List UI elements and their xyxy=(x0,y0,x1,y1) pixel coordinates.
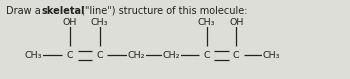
Text: C: C xyxy=(67,51,73,60)
Text: ("line") structure of this molecule:: ("line") structure of this molecule: xyxy=(78,6,247,16)
Text: skeletal: skeletal xyxy=(41,6,85,16)
Text: CH₂: CH₂ xyxy=(163,51,180,60)
Text: Draw a: Draw a xyxy=(6,6,44,16)
Text: C: C xyxy=(203,51,210,60)
Text: CH₃: CH₃ xyxy=(91,18,108,27)
Text: OH: OH xyxy=(63,18,77,27)
Text: C: C xyxy=(97,51,103,60)
Text: OH: OH xyxy=(229,18,244,27)
Text: C: C xyxy=(233,51,239,60)
Text: CH₃: CH₃ xyxy=(198,18,215,27)
Text: CH₃: CH₃ xyxy=(262,51,280,60)
Text: CH₃: CH₃ xyxy=(25,51,42,60)
Text: CH₂: CH₂ xyxy=(128,51,145,60)
